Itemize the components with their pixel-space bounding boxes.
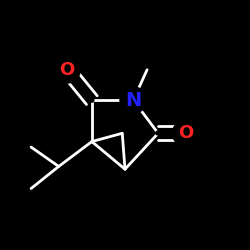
- Circle shape: [172, 120, 199, 146]
- Text: N: N: [125, 91, 142, 110]
- Circle shape: [54, 56, 80, 83]
- Text: O: O: [59, 61, 74, 79]
- Text: O: O: [178, 124, 194, 142]
- Circle shape: [120, 87, 146, 114]
